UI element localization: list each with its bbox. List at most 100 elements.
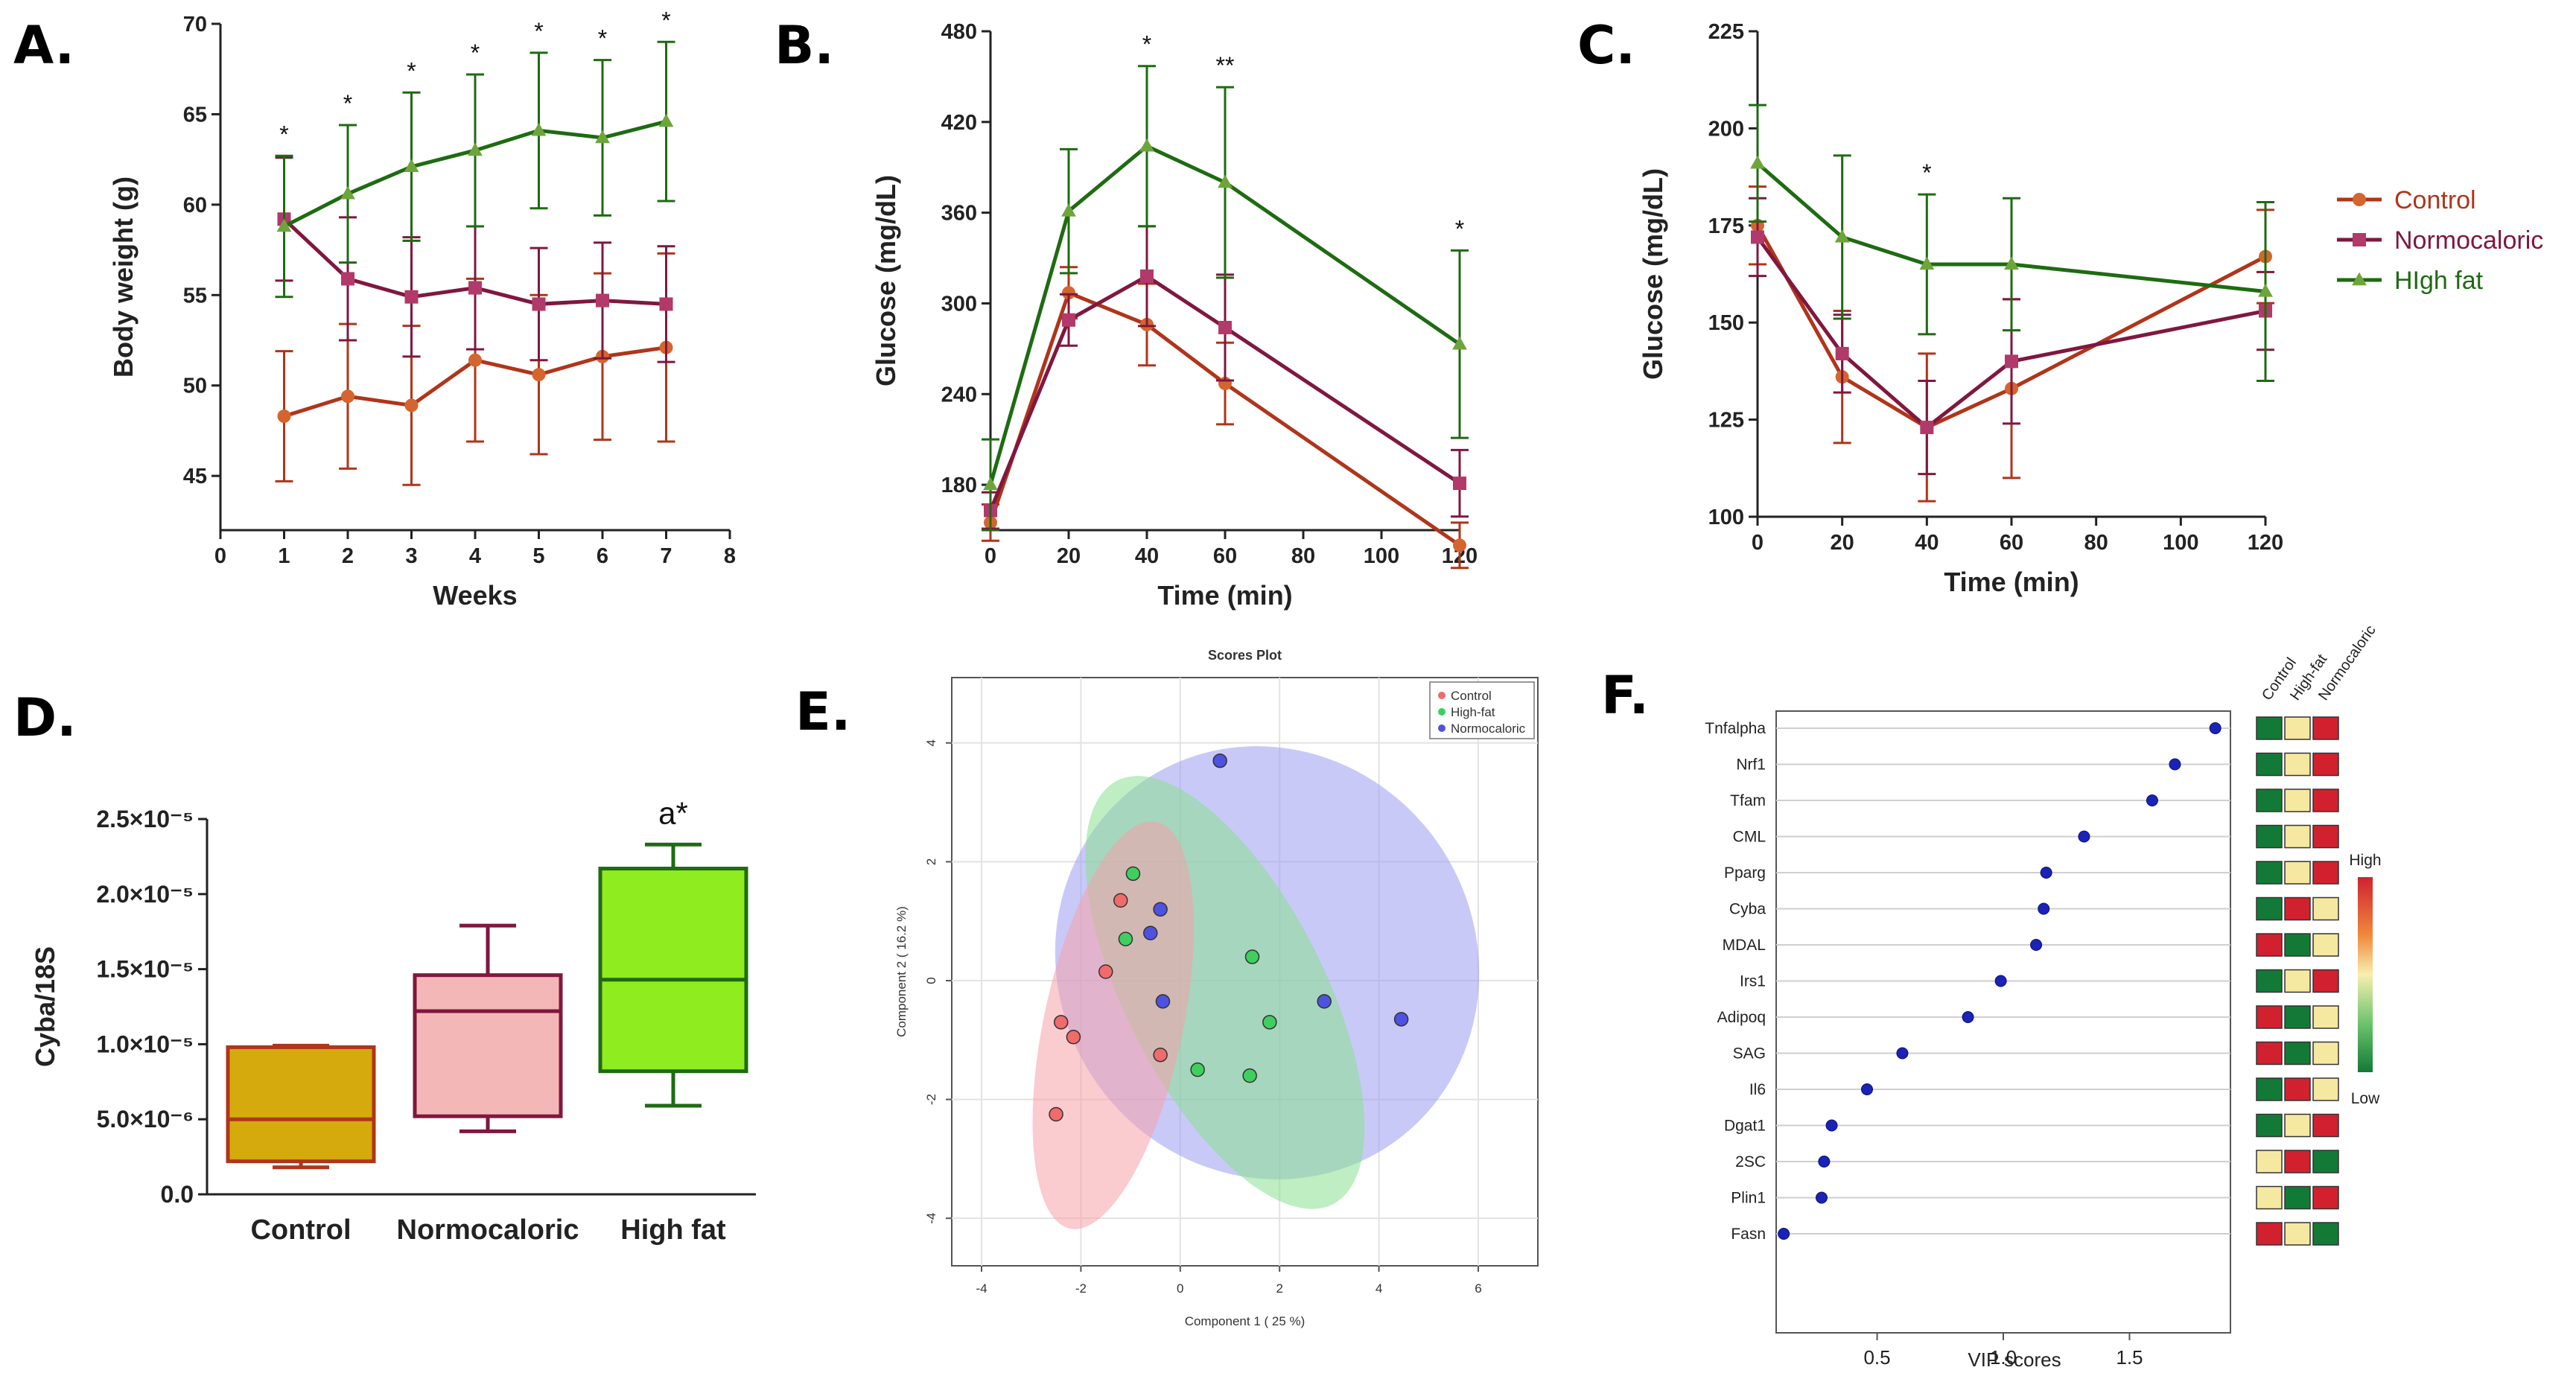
legend-label: Control: [2394, 186, 2476, 214]
panel-e-scores-plot: -4 -2 0 2 4 6 -4 -2 0 2 4 Scores Plot Component 1 ( …: [894, 648, 1539, 1328]
feature-label: 2SC: [1735, 1153, 1766, 1170]
data-point-high-fat: [2004, 256, 2019, 270]
y-tick-label: 65: [183, 103, 207, 127]
score-point-normocaloric: [1393, 1012, 1409, 1027]
data-point-high-fat: [983, 477, 998, 491]
vip-point: [1962, 1011, 1974, 1023]
panel-d-cyba-boxplot: 0.0 5.0×10⁻⁶ 1.0×10⁻⁵ 1.5×10⁻⁵ 2.0×10⁻⁵ 2.5×1…: [30, 795, 756, 1246]
colorbar: [2358, 877, 2373, 1072]
y-tick-label: 70: [183, 13, 207, 36]
significance-mark: *: [661, 7, 670, 34]
y-tick-label: 2.0×10⁻⁵: [96, 881, 194, 908]
vip-point: [1778, 1228, 1790, 1240]
x-tick-label: 7: [660, 544, 672, 568]
x-axis-label: VIP scores: [1968, 1348, 2061, 1371]
y-tick-label: 480: [941, 20, 977, 44]
panel-label-a: A.: [13, 15, 74, 76]
significance-mark: a*: [658, 795, 688, 830]
data-point-normocaloric: [596, 293, 609, 308]
data-point-control: [277, 410, 291, 423]
x-tick-label: 2: [1276, 1281, 1282, 1296]
x-tick-label: 3: [405, 544, 417, 568]
heat-tile: [2312, 1077, 2339, 1101]
heat-tile: [2284, 824, 2311, 849]
y-tick-label: 240: [941, 383, 977, 407]
heat-tile: [2284, 1005, 2311, 1029]
vip-point: [1818, 1156, 1831, 1168]
legend-label: Normocaloric: [1451, 722, 1526, 736]
data-point-normocaloric: [1835, 346, 1849, 360]
x-axis-label: Time (min): [1944, 567, 2079, 597]
score-point-control: [1113, 893, 1128, 908]
data-point-high-fat: [531, 122, 547, 136]
y-tick-label: 1.0×10⁻⁵: [96, 1031, 194, 1057]
x-tick-label: 1.5: [2116, 1346, 2143, 1369]
x-tick-label: 2: [342, 544, 354, 568]
y-axis-label: Glucose (mg/dL): [871, 175, 901, 386]
heat-tile: [2312, 861, 2339, 885]
x-tick-label: 5: [532, 544, 544, 568]
x-tick-label: 0: [985, 544, 996, 568]
panel-f-vip-scores: Tnfalpha Nrf1 Tfam CML Pparg Cyba MDAL Irs1 Adip…: [1705, 622, 2381, 1371]
feature-label: Pparg: [1724, 864, 1766, 882]
data-point-normocaloric: [1920, 421, 1934, 435]
significance-mark: *: [1142, 31, 1151, 58]
heat-tile: [2312, 896, 2339, 921]
x-axis-label: Time (min): [1157, 580, 1292, 611]
heat-tile: [2284, 716, 2311, 740]
data-point-normocaloric: [532, 297, 546, 311]
y-axis-label: Glucose (mg/dL): [1638, 168, 1668, 380]
significance-mark: *: [1922, 159, 1931, 186]
data-point-high-fat: [2258, 284, 2273, 297]
heat-tile: [2312, 752, 2339, 777]
x-tick-label: 120: [2248, 531, 2283, 555]
data-point-normocaloric: [404, 290, 419, 304]
vip-point: [1896, 1047, 1909, 1060]
feature-label: Plin1: [1731, 1190, 1766, 1207]
y-tick-label: 300: [941, 292, 977, 316]
data-point-high-fat: [1919, 256, 1935, 270]
y-tick-label: 45: [183, 465, 207, 488]
heat-tile: [2284, 1185, 2311, 1210]
data-point-high-fat: [1452, 336, 1467, 350]
box-normocaloric: [413, 973, 563, 1118]
score-point-control: [1153, 1047, 1168, 1063]
x-tick-label: 1: [278, 544, 290, 568]
data-point-normocaloric: [2005, 354, 2018, 369]
vip-point: [2169, 758, 2181, 771]
heat-tile: [2256, 716, 2283, 740]
heat-tile: [2284, 1041, 2311, 1066]
y-tick-label: 0.0: [161, 1181, 194, 1208]
y-tick-label: 150: [1708, 311, 1744, 335]
heat-tile: [2312, 716, 2339, 740]
panel-c-insulin-tolerance-chart: 0 20 40 60 80 100 120 100 125 150 175 200 225 Time (m…: [1638, 20, 2543, 597]
y-tick-label: 55: [183, 284, 207, 308]
category-label: High fat: [620, 1214, 726, 1246]
score-point-control: [1053, 1015, 1069, 1030]
legend-box: [1429, 681, 1535, 739]
heat-tile: [2312, 789, 2339, 812]
data-point-high-fat: [1834, 229, 1850, 243]
feature-label: Nrf1: [1736, 757, 1766, 774]
colorbar-low-label: Low: [2351, 1090, 2380, 1107]
y-tick-label: 420: [941, 111, 977, 135]
heat-tile: [2284, 969, 2311, 993]
data-point-control: [1453, 538, 1466, 552]
y-tick-label: 60: [183, 194, 207, 217]
score-point-control: [1049, 1106, 1063, 1122]
x-tick-label: 100: [2163, 531, 2198, 555]
y-tick-label: 175: [1708, 214, 1744, 238]
confidence-ellipse-control: [1032, 821, 1194, 1229]
y-axis-label: Component 2 ( 16.2 %): [894, 906, 909, 1037]
heat-tile: [2256, 1222, 2283, 1246]
y-tick-label: 200: [1708, 117, 1744, 141]
data-point-normocaloric: [1218, 320, 1232, 334]
heat-tile: [2312, 1150, 2339, 1173]
data-point-control: [532, 368, 546, 382]
y-tick-label: 5.0×10⁻⁶: [97, 1106, 194, 1133]
data-point-normocaloric: [468, 281, 482, 295]
score-point-normocaloric: [1212, 753, 1227, 768]
x-tick-label: 1.0: [1990, 1346, 2017, 1369]
heat-tile: [2312, 1041, 2339, 1066]
score-point-high-fat: [1242, 1068, 1257, 1083]
